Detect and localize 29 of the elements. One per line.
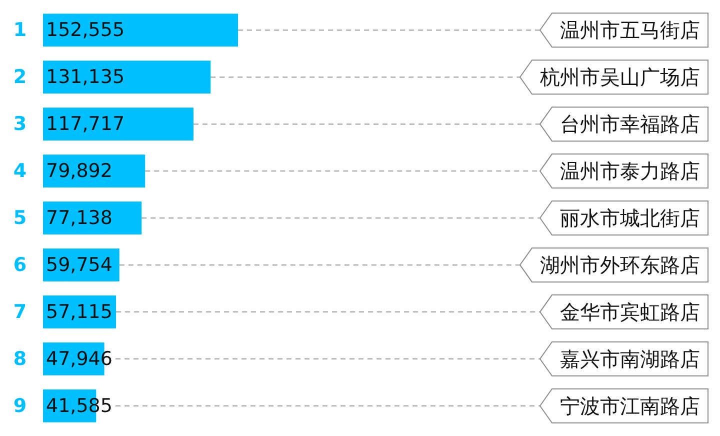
text: 7 xyxy=(13,300,27,323)
y-tick-label: 嘉兴市南湖路店 xyxy=(560,346,700,371)
y-tick-label: 宁波市江南路店 xyxy=(560,394,700,418)
bar xyxy=(43,60,211,94)
data-label: 117,717 xyxy=(46,113,125,136)
bar xyxy=(43,14,238,47)
data-label: 152,555 xyxy=(46,19,125,42)
text: 3 xyxy=(13,113,27,136)
text: 6 xyxy=(13,254,27,276)
data-label: 77,138 xyxy=(46,207,112,229)
bar xyxy=(43,108,194,141)
data-label: 131,135 xyxy=(46,66,125,88)
data-label: 79,892 xyxy=(46,160,112,182)
y-tick-label: 温州市五马街店 xyxy=(560,18,700,42)
y-tick-label: 湖州市外环东路店 xyxy=(540,252,700,277)
y-tick-label: 台州市幸福路店 xyxy=(560,112,700,136)
data-label: 57,115 xyxy=(46,300,112,323)
bar xyxy=(43,202,142,234)
text: 9 xyxy=(13,394,27,417)
data-label: 59,754 xyxy=(46,254,112,276)
y-tick-label: 杭州市吴山广场店 xyxy=(539,65,700,90)
y-tick-label: 丽水市城北街店 xyxy=(560,206,700,230)
text: 8 xyxy=(13,348,27,370)
text: 4 xyxy=(13,160,27,182)
text: 5 xyxy=(13,207,27,229)
y-tick-label: 金华市宾虹路店 xyxy=(560,300,700,324)
text: 2 xyxy=(13,66,27,88)
text: 1 xyxy=(13,19,27,42)
y-tick-label: 温州市泰力路店 xyxy=(560,159,700,184)
